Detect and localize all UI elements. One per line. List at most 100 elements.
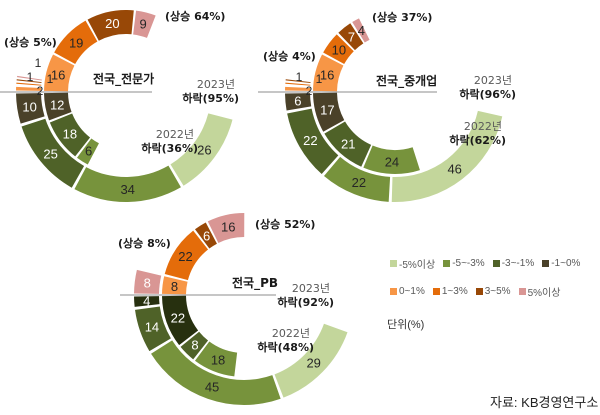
segment-value: 10 [22, 99, 36, 114]
segment-2022년-rising [164, 230, 209, 281]
segment-2022년-rising [194, 222, 217, 249]
segment-value: 7 [348, 30, 355, 45]
segment-value-small: 1 [35, 56, 42, 70]
segment-value: 4 [358, 23, 365, 38]
legend-label: 1~3% [441, 286, 468, 297]
segment-value: 25 [43, 146, 57, 161]
segment-2022년-rising [87, 10, 134, 41]
segment-2022년-rising [44, 54, 75, 92]
segment-value: 16 [51, 68, 65, 83]
segment-2023년-rising [17, 75, 42, 81]
segment-2022년-falling [363, 145, 420, 174]
legend-label: -5~-3% [452, 258, 485, 269]
segment-2022년-falling [324, 121, 372, 167]
segment-value: 18 [211, 353, 225, 368]
legend-label: 0~1% [399, 286, 425, 297]
falling-label-2023: 하락(96%) [459, 87, 516, 101]
segment-2023년-falling [21, 118, 85, 188]
segment-2022년-rising [133, 10, 156, 38]
segment-value: 16 [320, 68, 334, 83]
legend-label: -5%이상 [399, 260, 436, 271]
segment-value: 18 [63, 126, 77, 141]
legend-swatch [492, 260, 500, 267]
segment-2023년-falling [285, 93, 312, 111]
segment-2022년-rising [54, 20, 98, 65]
segment-value-small: 1 [27, 70, 34, 84]
chart-title: 전국_중개업 [376, 73, 437, 89]
segment-value: 8 [191, 337, 198, 352]
segment-2023년-falling [135, 306, 171, 352]
segment-2022년-falling [44, 92, 72, 121]
segment-2023년-falling [274, 323, 348, 398]
legend-swatch [443, 260, 451, 267]
segment-value: 14 [145, 320, 159, 335]
rising-label-2023: (상승 4%) [263, 49, 316, 63]
legend-swatch [432, 288, 440, 295]
legend-label: -1~0% [551, 258, 581, 269]
legend-item: 0~1% [390, 284, 425, 299]
rising-label-2022: (상승 52%) [255, 217, 315, 231]
segment-value: 8 [144, 276, 151, 291]
segment-2023년-rising [16, 82, 42, 86]
segment-value: 34 [120, 182, 134, 197]
segment-2022년-rising [207, 213, 245, 243]
segment-2023년-falling [287, 108, 339, 175]
segment-value: 6 [203, 228, 210, 243]
segment-2022년-falling [180, 331, 209, 360]
source-label: 자료: KB경영연구소 [490, 395, 599, 410]
segment-value: 6 [294, 93, 301, 108]
segment-2023년-falling [170, 113, 233, 186]
segment-2022년-rising [352, 18, 370, 43]
segment-value: 22 [352, 175, 366, 190]
segment-value-small: 2 [37, 84, 44, 98]
segment-value: 6 [85, 144, 92, 159]
segment-value: 16 [221, 219, 235, 234]
segment-2023년-falling [134, 296, 160, 307]
year-label-2022: 2022년 [272, 327, 310, 340]
unit-label: 단위(%) [387, 319, 425, 331]
segment-2023년-rising [285, 86, 311, 91]
legend-label: -3~-1% [501, 258, 535, 269]
year-label-2023: 2023년 [197, 78, 235, 91]
segment-value: 29 [306, 356, 320, 371]
legend-item: -1~0% [542, 256, 580, 271]
legend-swatch [518, 288, 526, 295]
year-label-2023: 2023년 [474, 74, 512, 87]
segment-value: 4 [143, 293, 150, 308]
legend-item: 5%이상 [518, 284, 561, 299]
segment-2022년-falling [162, 295, 199, 346]
segment-value: 46 [447, 162, 461, 177]
segment-2023년-falling [16, 93, 45, 124]
segment-value: 22 [178, 249, 192, 264]
segment-2023년-falling [151, 340, 281, 406]
segment-value: 45 [205, 380, 219, 395]
legend-swatch [390, 260, 397, 267]
segment-value: 22 [171, 311, 185, 326]
segment-2023년-rising [134, 269, 162, 294]
falling-label-2022: 하락(36%) [141, 141, 198, 155]
segment-2023년-falling [323, 156, 391, 202]
legend-swatch [390, 288, 397, 295]
segment-2022년-rising [338, 23, 364, 51]
segment-2022년-falling [49, 113, 91, 157]
segment-2023년-rising [285, 82, 311, 86]
falling-label-2023: 하락(95%) [182, 91, 239, 105]
segment-value: 17 [320, 102, 334, 117]
legend-label: 5%이상 [527, 288, 561, 299]
year-label-2023: 2023년 [292, 282, 330, 295]
segment-2023년-falling [74, 165, 181, 202]
segment-value: 26 [197, 142, 211, 157]
falling-label-2022: 하락(48%) [257, 340, 314, 354]
segment-value: 21 [341, 137, 355, 152]
year-label-2022: 2022년 [156, 128, 194, 141]
legend-row-rising: 0~1% 1~3% 3~5% 5%이상 [390, 284, 560, 299]
segment-value-small: 1 [296, 70, 303, 84]
segment-2022년-falling [194, 341, 238, 377]
segment-value: 9 [139, 17, 146, 32]
legend-row-falling: -5%이상 -5~-3% -3~-1% -1~0% [390, 256, 580, 271]
rising-label-2022: (상승 64%) [165, 9, 225, 23]
segment-2022년-falling [313, 92, 345, 132]
rising-label-2022: (상승 37%) [372, 10, 432, 24]
segment-value: 12 [50, 97, 64, 112]
